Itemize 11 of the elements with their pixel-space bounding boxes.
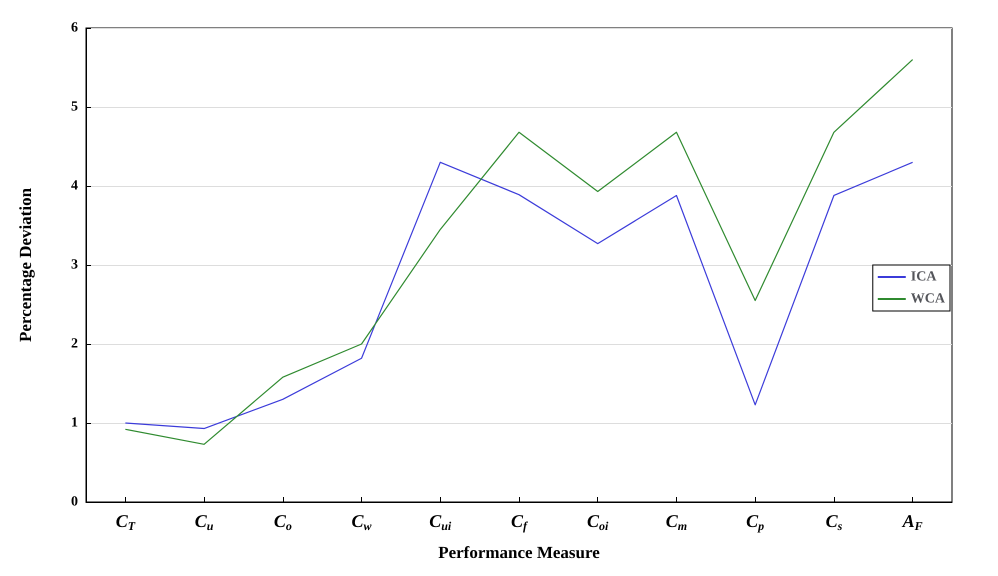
legend-label: ICA (910, 270, 938, 284)
y-tick-label: 5 (71, 100, 78, 114)
y-tick-label: 6 (71, 20, 78, 36)
y-tick-label: 1 (71, 416, 78, 430)
y-axis-title: Percentage Deviation (16, 187, 35, 342)
y-tick-label: 2 (71, 336, 78, 352)
x-axis-title: Performance Measure (438, 543, 600, 562)
y-tick-label: 4 (71, 178, 78, 194)
y-tick-label: 3 (71, 258, 78, 272)
y-tick-label: 0 (71, 494, 78, 510)
legend-label: WCA (910, 292, 946, 306)
